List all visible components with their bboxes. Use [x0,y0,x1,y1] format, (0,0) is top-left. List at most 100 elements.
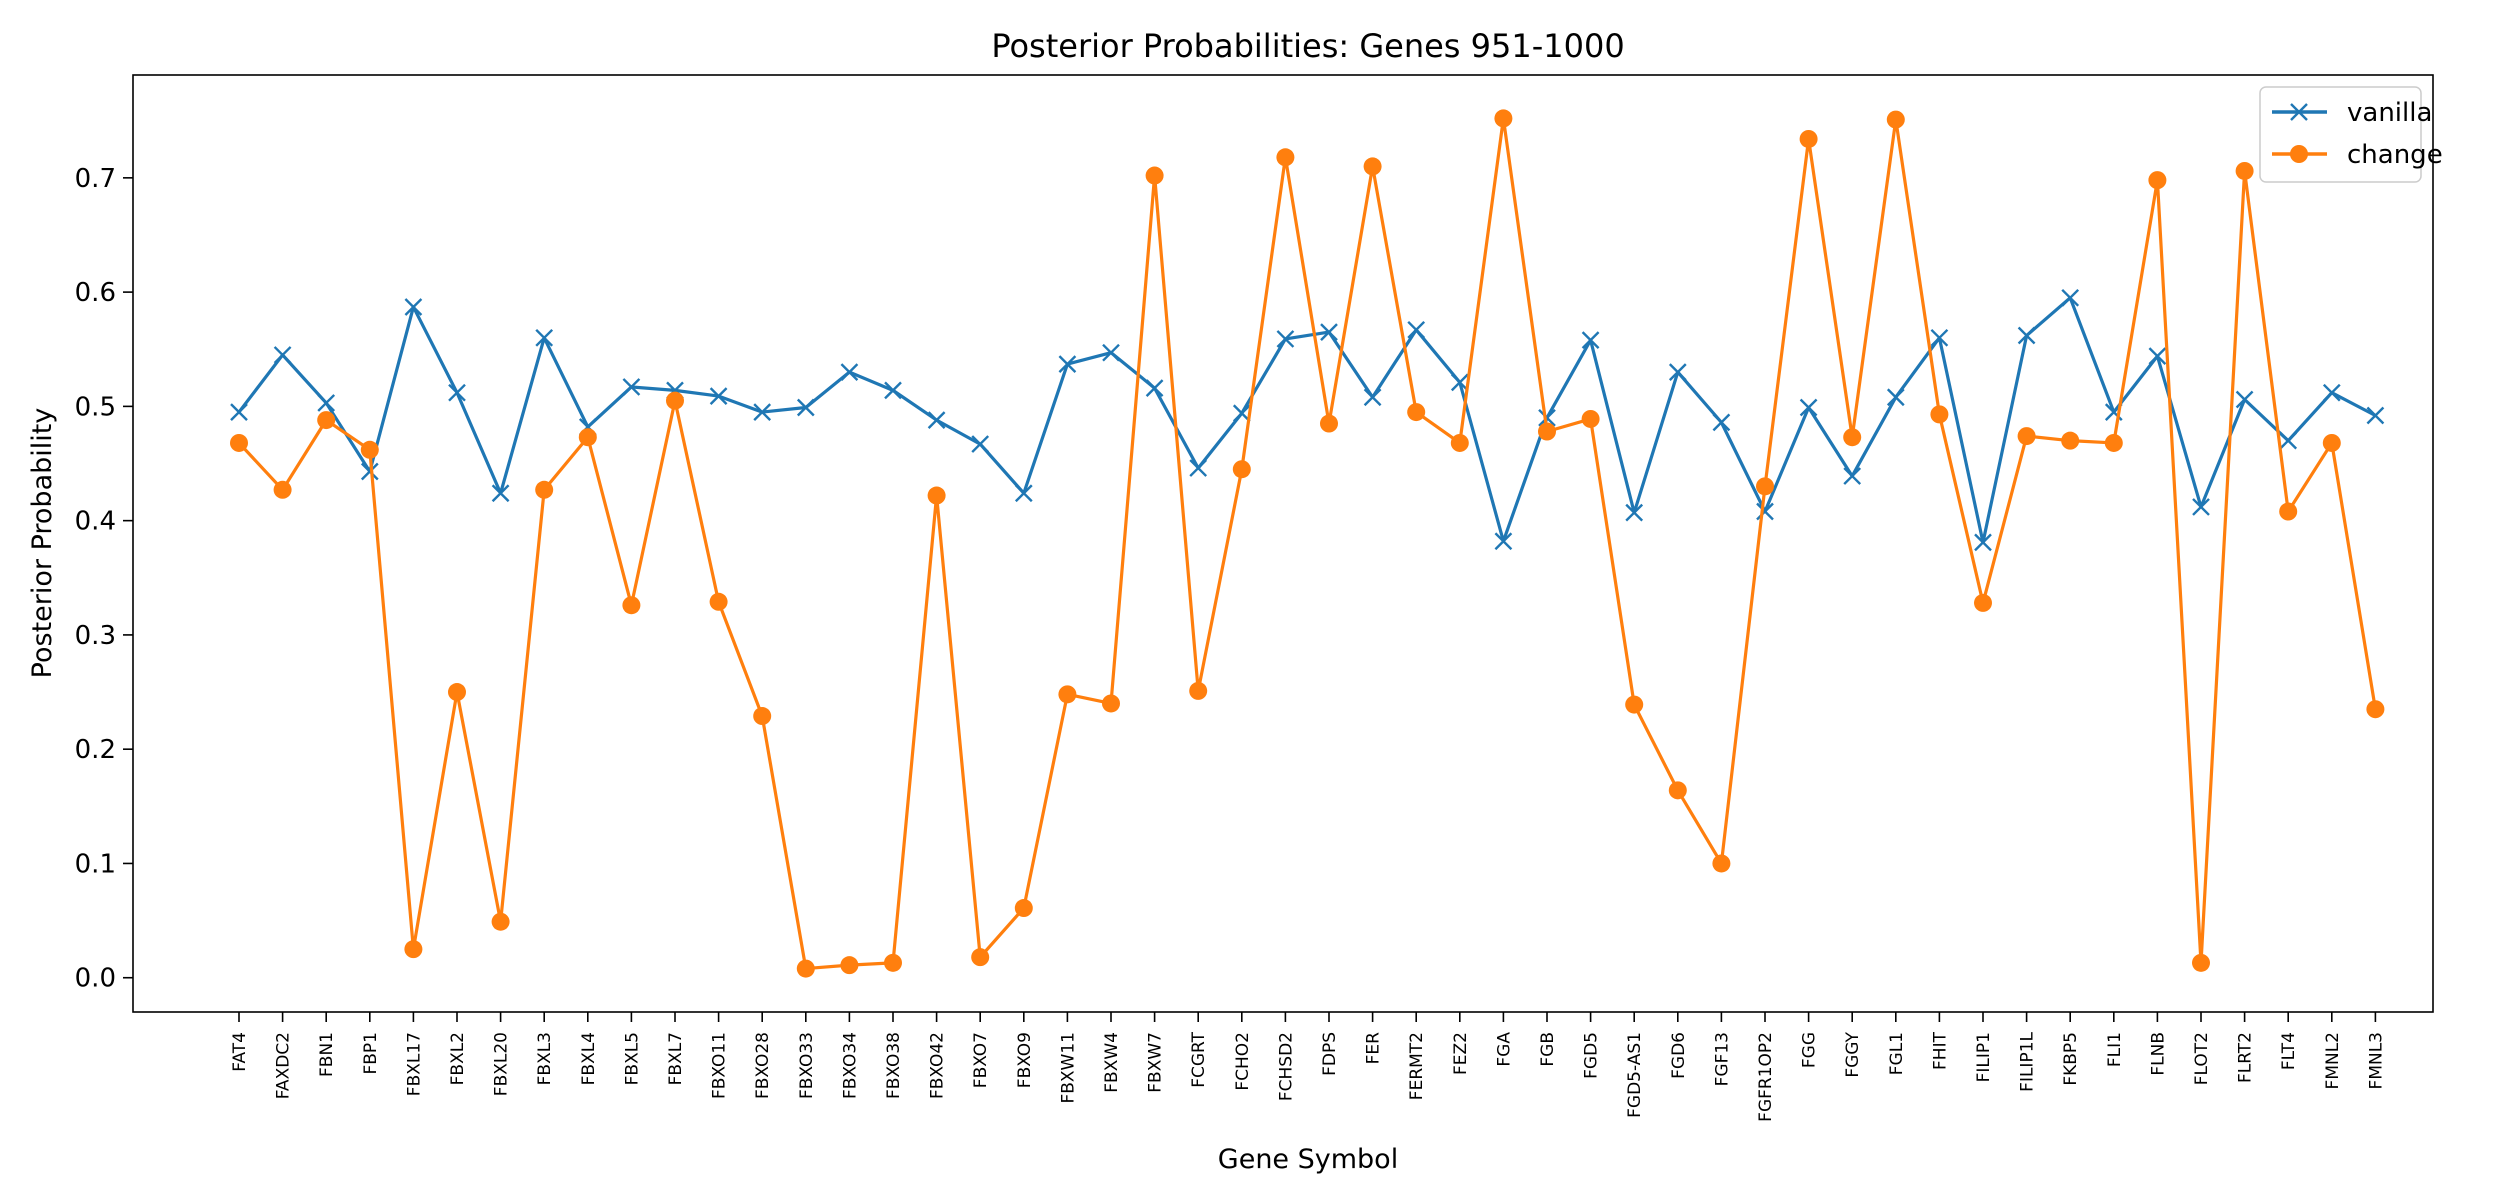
x-tick-label: FMNL3 [2366,1032,2386,1089]
data-point-vanilla [796,398,815,417]
data-point-vanilla [709,387,728,405]
data-point-change [1363,157,1382,176]
legend-label-vanilla: vanilla [2347,98,2432,128]
legend-marker-change [2290,145,2308,163]
x-tick-label: FBXO38 [884,1032,904,1099]
data-point-change [1320,414,1338,433]
x-tick-label: FGB [1538,1032,1558,1067]
x-axis-title: Gene Symbol [1218,1144,1398,1175]
data-point-vanilla [1363,388,1382,407]
data-point-vanilla [1145,379,1164,397]
x-tick-label: FLOT2 [2192,1032,2212,1085]
x-tick-label: FLNB [2148,1032,2168,1076]
plot-frame [132,74,2434,1013]
x-axis: FAT4 FAXDC2 FBN1 FBP1 FBXL17 FBXL2 FBXL20 FBXL3… [230,1012,2386,1122]
x-tick-label: FHIT [1930,1031,1950,1070]
data-point-change [2061,431,2080,450]
data-point-vanilla [2061,288,2080,307]
y-tick-label: 0.6 [75,278,116,308]
data-point-change [1189,681,1208,700]
data-point-vanilla [491,484,510,503]
x-tick-label: FMNL2 [2323,1032,2343,1089]
data-point-vanilla [971,435,990,453]
series-change [230,109,2385,978]
x-tick-label: FLI1 [2105,1032,2125,1067]
data-point-vanilla [1712,413,1731,432]
data-point-vanilla [1407,320,1426,339]
data-point-change [2366,700,2385,719]
data-point-vanilla [360,462,379,481]
x-tick-label: FBXO33 [797,1032,817,1099]
y-tick-label: 0.7 [75,164,116,194]
x-tick-label: FDPS [1320,1032,1340,1076]
data-point-vanilla [1668,363,1687,381]
data-point-change [1712,854,1731,873]
x-tick-label: FILIP1L [2018,1031,2038,1091]
legend: vanilla change [2259,86,2443,183]
x-tick-label: FGA [1494,1032,1514,1067]
data-point-vanilla [2192,498,2210,516]
y-tick-label: 0.3 [75,621,116,651]
x-tick-label: FILIP1 [1974,1032,1994,1082]
data-point-change [1232,460,1251,479]
plot-area [230,109,2385,978]
data-point-vanilla [1102,343,1120,362]
y-tick-label: 0.1 [75,849,116,879]
x-tick-label: FBXL3 [535,1032,555,1085]
chart-title: Posterior Probabilities: Genes 951-1000 [991,27,1624,65]
data-point-change [1538,422,1556,441]
x-tick-label: FBXW11 [1058,1032,1078,1104]
legend-marker-vanilla [2290,103,2308,121]
x-tick-label: FBXW4 [1102,1032,1122,1093]
data-point-vanilla [1450,373,1469,392]
data-point-vanilla [1843,467,1862,485]
data-point-change [1494,109,1513,128]
x-tick-label: FBXO34 [840,1032,860,1099]
x-tick-label: FBXL4 [579,1032,599,1085]
data-point-vanilla [1625,503,1644,522]
x-tick-label: FBXO9 [1015,1032,1035,1088]
x-tick-label: FBXL7 [666,1032,686,1085]
data-point-change [1407,403,1426,422]
x-tick-label: FGD5-AS1 [1625,1032,1645,1118]
data-point-change [448,683,466,702]
x-tick-label: FBXL17 [404,1032,424,1096]
x-tick-label: FLT4 [2279,1032,2299,1070]
y-tick-label: 0.4 [75,507,116,537]
data-point-change [884,953,902,972]
data-point-change [971,948,990,967]
data-point-change [622,596,641,615]
data-point-vanilla [2017,326,2036,345]
data-point-change [2148,171,2167,190]
data-point-change [1625,695,1644,714]
data-point-change [2192,953,2210,972]
y-tick-label: 0.0 [75,964,116,994]
x-tick-label: FBXO42 [928,1032,948,1099]
data-point-change [491,912,510,931]
data-point-change [2322,433,2341,452]
data-point-change [360,440,379,459]
x-tick-label: FEZ2 [1451,1032,1471,1075]
data-point-change [2017,427,2036,446]
x-tick-label: FBXW7 [1146,1032,1166,1093]
data-point-change [2235,161,2254,180]
data-point-change [1668,781,1687,800]
x-tick-label: FKBP5 [2061,1032,2081,1086]
data-point-change [1276,148,1295,167]
x-tick-label: FGD5 [1582,1032,1602,1079]
x-tick-label: FBXO11 [710,1032,730,1099]
data-point-change [1058,685,1077,704]
data-point-change [709,592,728,611]
x-tick-label: FLRT2 [2236,1032,2256,1083]
data-point-change [2104,433,2123,452]
data-point-vanilla [1756,502,1774,521]
x-tick-label: FBN1 [317,1032,337,1077]
x-tick-label: FAXDC2 [274,1032,294,1099]
data-point-vanilla [535,328,554,347]
series-vanilla [230,288,2385,552]
data-point-vanilla [2366,406,2385,425]
data-point-vanilla [1320,323,1338,341]
data-point-change [796,959,815,978]
data-point-vanilla [230,403,248,421]
data-point-vanilla [927,411,946,429]
